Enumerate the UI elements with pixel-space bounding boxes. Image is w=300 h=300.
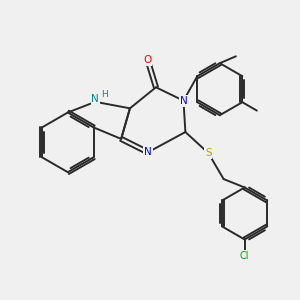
- Text: N: N: [180, 96, 188, 106]
- Text: Cl: Cl: [240, 250, 249, 260]
- Text: N: N: [92, 94, 99, 104]
- Text: O: O: [143, 55, 152, 65]
- Text: S: S: [205, 148, 211, 158]
- Text: H: H: [101, 90, 107, 99]
- Text: N: N: [144, 147, 152, 157]
